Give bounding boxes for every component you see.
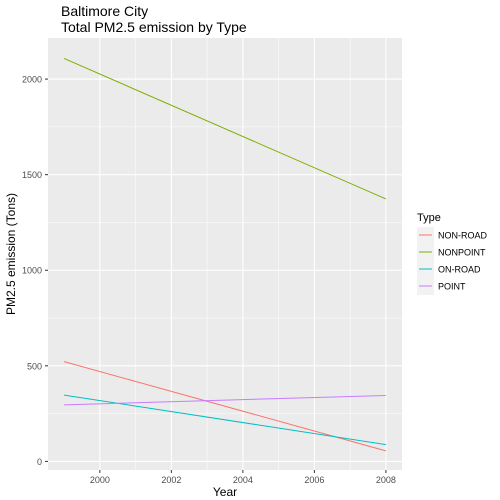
legend: Type NON-ROAD NONPOINT ON-ROAD POINT (417, 212, 487, 295)
y-tick-label: 500 (27, 361, 42, 371)
legend-label-point: POINT (438, 282, 466, 292)
series-layer (63, 57, 387, 452)
axis-layer: 0 500 1000 1500 2000 2000 2002 2004 2006 2008 (22, 75, 396, 485)
series-line-point (64, 394, 386, 406)
y-tick-label: 1000 (22, 266, 42, 276)
x-tick-label: 2004 (233, 475, 253, 485)
x-axis-label: Year (213, 485, 237, 499)
x-tick-label: 2006 (304, 475, 324, 485)
plot-panel (48, 38, 402, 470)
chart-title: Baltimore City (61, 3, 149, 19)
legend-label-non-road: NON-ROAD (438, 231, 487, 241)
x-tick-label: 2008 (376, 475, 396, 485)
x-tick-label: 2000 (90, 475, 110, 485)
legend-label-on-road: ON-ROAD (438, 265, 481, 275)
y-axis-label: PM2.5 emission (Tons) (4, 193, 18, 315)
chart-subtitle: Total PM2.5 emission by Type (61, 19, 247, 35)
y-tick-label: 1500 (22, 170, 42, 180)
grid-layer (48, 38, 402, 470)
series-line-nonpoint (63, 57, 387, 200)
legend-items: NON-ROAD NONPOINT ON-ROAD POINT (417, 227, 487, 295)
x-tick-label: 2002 (161, 475, 181, 485)
y-tick-label: 2000 (22, 75, 42, 85)
legend-title: Type (417, 212, 441, 224)
y-tick-label: 0 (37, 457, 42, 467)
legend-label-nonpoint: NONPOINT (438, 248, 486, 258)
